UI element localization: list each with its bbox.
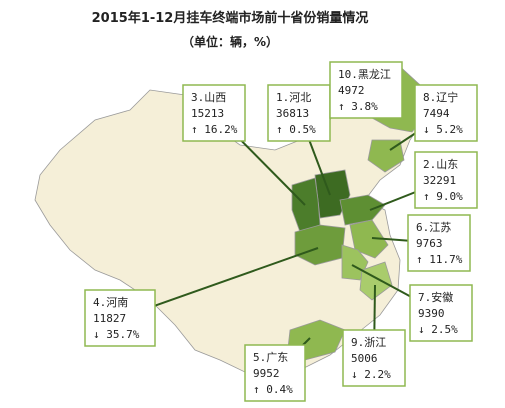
callout: 3.山西 15213 ↑ 16.2%: [182, 84, 306, 206]
change: ↑ 0.5%: [276, 123, 316, 136]
callout: 8.辽宁 7494 ↓ 5.2%: [389, 84, 478, 151]
callout-box: [414, 151, 478, 209]
province-shandong: [339, 194, 386, 226]
callouts: 1.河北 36813 ↑ 0.5% 2.山东 32291 ↑ 9.0% 3.山西 15213 ↑…: [84, 61, 478, 402]
change: ↑ 11.7%: [416, 253, 463, 266]
province-label: 3.山西: [191, 91, 226, 104]
callout-box: [342, 329, 406, 387]
callout: 2.山东 32291 ↑ 9.0%: [369, 151, 478, 211]
province-label: 2.山东: [423, 158, 458, 171]
volume: 9390: [418, 307, 445, 320]
volume: 4972: [338, 84, 365, 97]
province-liaoning: [367, 139, 405, 173]
volume: 32291: [423, 174, 456, 187]
change: ↓ 2.5%: [418, 323, 458, 336]
volume: 9952: [253, 367, 280, 380]
change: ↑ 0.4%: [253, 383, 293, 396]
province-label: 6.江苏: [416, 221, 451, 234]
title: 2015年1-12月挂车终端市场前十省份销量情况: [92, 10, 369, 26]
callout: 7.安徽 9390 ↓ 2.5%: [351, 264, 473, 342]
callout-box: [267, 84, 331, 142]
callout-box: [182, 84, 246, 142]
callout: 6.江苏 9763 ↑ 11.7%: [371, 214, 471, 272]
volume: 11827: [93, 312, 126, 325]
callout: 1.河北 36813 ↑ 0.5%: [267, 84, 331, 196]
callout: 4.河南 11827 ↓ 35.7%: [84, 247, 319, 347]
volume: 15213: [191, 107, 224, 120]
province-jiangsu: [349, 219, 389, 259]
china-map: [34, 61, 431, 396]
province-label: 1.河北: [276, 91, 311, 104]
change: ↑ 16.2%: [191, 123, 238, 136]
callout-box: [84, 289, 156, 347]
change: ↓ 2.2%: [351, 368, 391, 381]
callout-box: [407, 214, 471, 272]
province-henan: [294, 224, 346, 266]
province-label: 7.安徽: [418, 290, 453, 304]
callout-box: [244, 344, 306, 402]
callout: 9.浙江 5006 ↓ 2.2%: [342, 284, 406, 387]
province-label: 10.黑龙江: [338, 68, 391, 81]
callout-box: [414, 84, 478, 142]
callout: 5.广东 9952 ↑ 0.4%: [244, 337, 311, 402]
change: ↑ 9.0%: [423, 190, 463, 203]
callout: 10.黑龙江 4972 ↑ 3.8%: [329, 61, 403, 119]
province-label: 5.广东: [253, 351, 288, 364]
volume: 7494: [423, 107, 450, 120]
province-label: 9.浙江: [351, 336, 386, 349]
province-label: 4.河南: [93, 296, 128, 309]
volume: 9763: [416, 237, 443, 250]
subtitle: （单位：辆，%）: [182, 34, 278, 49]
change: ↓ 5.2%: [423, 123, 463, 136]
province-label: 8.辽宁: [423, 90, 458, 104]
volume: 36813: [276, 107, 309, 120]
province-zhejiang: [359, 261, 393, 301]
change: ↓ 35.7%: [93, 328, 140, 341]
callout-box: [409, 284, 473, 342]
volume: 5006: [351, 352, 378, 365]
callout-box: [329, 61, 403, 119]
change: ↑ 3.8%: [338, 100, 378, 113]
